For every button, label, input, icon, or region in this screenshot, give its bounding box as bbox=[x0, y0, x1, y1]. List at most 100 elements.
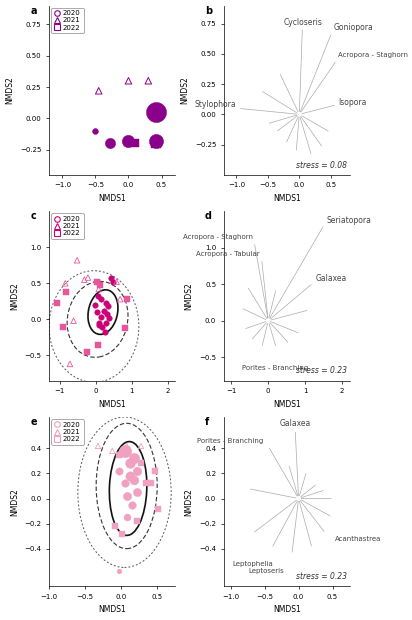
Point bbox=[70, 316, 77, 326]
Point bbox=[126, 458, 133, 468]
Point bbox=[110, 277, 116, 287]
Point bbox=[98, 294, 105, 304]
Point bbox=[131, 475, 137, 485]
Point bbox=[101, 306, 107, 316]
Point bbox=[104, 309, 110, 319]
Text: Cycloseris: Cycloseris bbox=[283, 18, 323, 27]
Y-axis label: NMDS2: NMDS2 bbox=[10, 488, 19, 515]
Point bbox=[94, 340, 101, 350]
Point bbox=[96, 318, 103, 328]
Point bbox=[109, 446, 116, 456]
Point bbox=[105, 301, 112, 311]
Text: Seriatopora: Seriatopora bbox=[327, 216, 372, 224]
Text: Galaxea: Galaxea bbox=[280, 418, 311, 428]
X-axis label: NMDS1: NMDS1 bbox=[98, 606, 126, 614]
Point bbox=[132, 138, 138, 148]
Point bbox=[133, 487, 140, 497]
Text: Porites - Branching: Porites - Branching bbox=[197, 438, 263, 444]
Text: Porites - Branching: Porites - Branching bbox=[241, 365, 308, 371]
Point bbox=[138, 441, 144, 451]
Point bbox=[121, 446, 128, 456]
Point bbox=[97, 280, 103, 290]
Point bbox=[84, 347, 90, 356]
Point bbox=[153, 107, 159, 117]
Point bbox=[126, 471, 133, 481]
Point bbox=[108, 273, 114, 283]
Legend: 2020, 2021, 2022: 2020, 2021, 2022 bbox=[51, 419, 84, 445]
Point bbox=[121, 479, 128, 489]
Point bbox=[153, 138, 159, 148]
Point bbox=[98, 312, 105, 322]
Point bbox=[74, 255, 80, 265]
Point bbox=[116, 566, 123, 576]
X-axis label: NMDS1: NMDS1 bbox=[98, 194, 126, 203]
Point bbox=[101, 327, 108, 337]
Point bbox=[138, 458, 144, 468]
Point bbox=[106, 313, 113, 323]
Point bbox=[95, 284, 102, 294]
Text: e: e bbox=[30, 417, 37, 427]
Text: f: f bbox=[205, 417, 209, 427]
Legend: 2020, 2021, 2022: 2020, 2021, 2022 bbox=[51, 213, 84, 239]
Text: Acropora - Tabular: Acropora - Tabular bbox=[197, 250, 260, 257]
Text: Acropora - Staghorn: Acropora - Staghorn bbox=[183, 234, 253, 240]
Point bbox=[92, 126, 99, 136]
Text: Goniopora: Goniopora bbox=[333, 23, 373, 32]
Point bbox=[81, 275, 88, 285]
Point bbox=[96, 86, 102, 95]
Text: Leptophelia: Leptophelia bbox=[232, 560, 273, 567]
Point bbox=[155, 503, 162, 513]
Point bbox=[122, 323, 129, 333]
Text: Leptoseris: Leptoseris bbox=[248, 568, 283, 574]
Point bbox=[125, 136, 132, 146]
Point bbox=[129, 500, 135, 510]
Point bbox=[103, 298, 109, 308]
Point bbox=[123, 491, 130, 501]
X-axis label: NMDS1: NMDS1 bbox=[98, 400, 126, 409]
Point bbox=[95, 320, 102, 330]
Y-axis label: NMDS2: NMDS2 bbox=[185, 282, 194, 310]
Point bbox=[133, 516, 140, 526]
Point bbox=[123, 441, 130, 451]
Point bbox=[116, 450, 123, 459]
Point bbox=[93, 277, 100, 287]
Text: Stylophora: Stylophora bbox=[195, 100, 236, 109]
Point bbox=[99, 322, 105, 332]
Point bbox=[116, 466, 123, 476]
Point bbox=[62, 278, 68, 288]
Point bbox=[54, 298, 60, 308]
Point bbox=[67, 359, 73, 369]
Point bbox=[153, 136, 159, 146]
Point bbox=[93, 307, 100, 317]
Point bbox=[84, 273, 91, 283]
Point bbox=[131, 453, 137, 463]
Point bbox=[63, 287, 70, 297]
Text: a: a bbox=[30, 6, 37, 16]
Text: c: c bbox=[30, 211, 36, 221]
Y-axis label: NMDS2: NMDS2 bbox=[5, 76, 14, 104]
Y-axis label: NMDS2: NMDS2 bbox=[185, 488, 194, 515]
X-axis label: NMDS1: NMDS1 bbox=[273, 194, 301, 203]
Point bbox=[133, 466, 140, 476]
Text: stress = 0.23: stress = 0.23 bbox=[296, 572, 347, 581]
Point bbox=[112, 521, 119, 531]
Point bbox=[145, 76, 152, 86]
Point bbox=[116, 450, 123, 459]
Point bbox=[92, 300, 98, 310]
Text: stress = 0.23: stress = 0.23 bbox=[296, 366, 347, 376]
Point bbox=[143, 479, 149, 489]
Point bbox=[125, 76, 132, 86]
Point bbox=[152, 466, 159, 476]
Point bbox=[119, 529, 126, 539]
Text: Isopora: Isopora bbox=[338, 98, 367, 107]
Text: stress = 0.08: stress = 0.08 bbox=[296, 161, 347, 170]
Text: Acropora - Staghorn: Acropora - Staghorn bbox=[338, 52, 408, 58]
Text: b: b bbox=[205, 6, 212, 16]
Text: Acanthastrea: Acanthastrea bbox=[335, 536, 382, 542]
Point bbox=[94, 291, 101, 301]
X-axis label: NMDS1: NMDS1 bbox=[273, 606, 301, 614]
Point bbox=[59, 322, 66, 332]
Point bbox=[148, 479, 154, 489]
Point bbox=[113, 277, 120, 287]
Legend: 2020, 2021, 2022: 2020, 2021, 2022 bbox=[51, 7, 84, 33]
